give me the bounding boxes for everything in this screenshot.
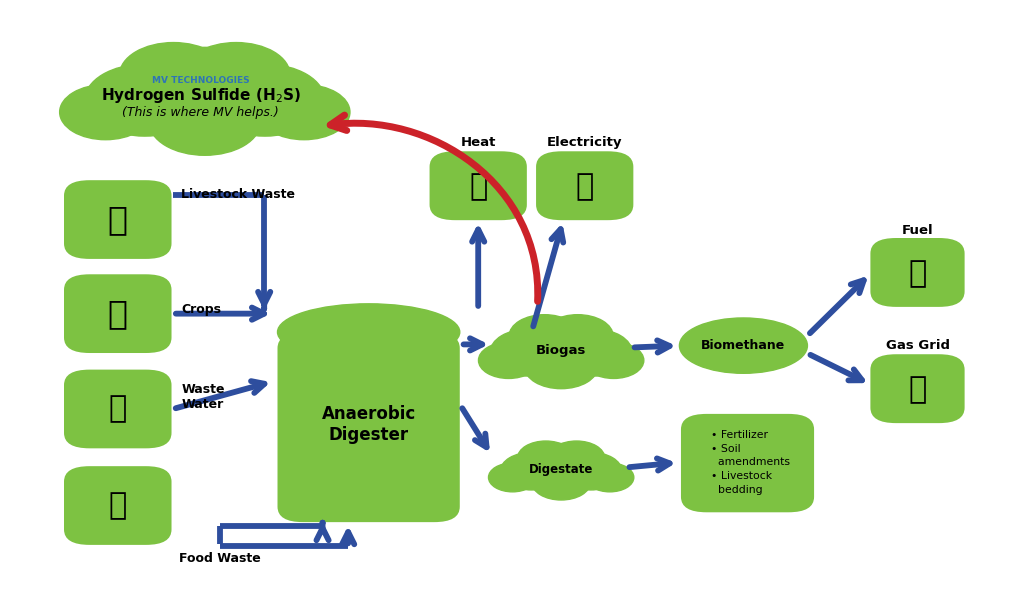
Text: Biogas: Biogas: [536, 344, 587, 357]
Circle shape: [517, 441, 574, 475]
Text: MV TECHNOLOGIES: MV TECHNOLOGIES: [152, 76, 250, 85]
Circle shape: [543, 315, 613, 357]
Circle shape: [205, 64, 325, 136]
FancyBboxPatch shape: [63, 370, 171, 448]
Circle shape: [586, 463, 634, 492]
Text: Heat: Heat: [461, 136, 496, 149]
Circle shape: [501, 452, 563, 490]
Circle shape: [120, 42, 227, 108]
Circle shape: [524, 344, 598, 389]
Text: Waste
Water: Waste Water: [181, 383, 224, 411]
Circle shape: [182, 42, 290, 108]
Text: 🔥: 🔥: [469, 172, 487, 202]
Text: 🐖: 🐖: [108, 203, 128, 236]
Circle shape: [554, 329, 632, 376]
FancyBboxPatch shape: [870, 238, 965, 307]
FancyBboxPatch shape: [681, 414, 814, 512]
Circle shape: [559, 452, 622, 490]
Circle shape: [548, 441, 605, 475]
Circle shape: [509, 315, 580, 357]
Text: • Fertilizer
• Soil
  amendments
• Livestock
  bedding: • Fertilizer • Soil amendments • Livesto…: [711, 430, 790, 494]
Text: 🚿: 🚿: [109, 394, 127, 424]
Text: Food Waste: Food Waste: [179, 552, 261, 565]
Text: Biomethane: Biomethane: [701, 339, 785, 352]
FancyArrowPatch shape: [331, 115, 538, 301]
Text: Fuel: Fuel: [902, 223, 933, 237]
Text: Gas Grid: Gas Grid: [886, 339, 949, 352]
Ellipse shape: [278, 304, 460, 360]
FancyBboxPatch shape: [278, 333, 460, 522]
Text: (This is where MV helps.): (This is where MV helps.): [122, 106, 280, 119]
Circle shape: [85, 64, 205, 136]
FancyBboxPatch shape: [63, 180, 171, 259]
Text: Digestate: Digestate: [529, 463, 593, 477]
Text: Crops: Crops: [181, 303, 221, 316]
FancyBboxPatch shape: [870, 354, 965, 423]
Circle shape: [59, 84, 152, 140]
Text: Livestock Waste: Livestock Waste: [181, 188, 295, 202]
Text: Anaerobic
Digester: Anaerobic Digester: [322, 405, 416, 444]
Circle shape: [490, 329, 568, 376]
Text: ⛽: ⛽: [908, 259, 927, 288]
FancyBboxPatch shape: [537, 151, 633, 220]
Text: Hydrogen Sulfide (H$_2$S): Hydrogen Sulfide (H$_2$S): [100, 86, 301, 105]
Circle shape: [531, 465, 591, 500]
Circle shape: [519, 443, 603, 494]
Circle shape: [488, 463, 537, 492]
Circle shape: [148, 88, 261, 156]
Circle shape: [584, 342, 644, 378]
Circle shape: [478, 342, 539, 378]
Text: 🔥: 🔥: [908, 375, 927, 405]
Text: 🍽: 🍽: [109, 491, 127, 520]
Circle shape: [258, 84, 350, 140]
Text: Electricity: Electricity: [547, 136, 623, 149]
Circle shape: [125, 47, 285, 143]
Circle shape: [509, 318, 613, 381]
FancyBboxPatch shape: [430, 151, 527, 220]
FancyBboxPatch shape: [63, 466, 171, 545]
FancyBboxPatch shape: [63, 274, 171, 353]
Ellipse shape: [680, 318, 807, 373]
Text: 💡: 💡: [575, 172, 594, 202]
Text: 🌿: 🌿: [108, 297, 128, 330]
